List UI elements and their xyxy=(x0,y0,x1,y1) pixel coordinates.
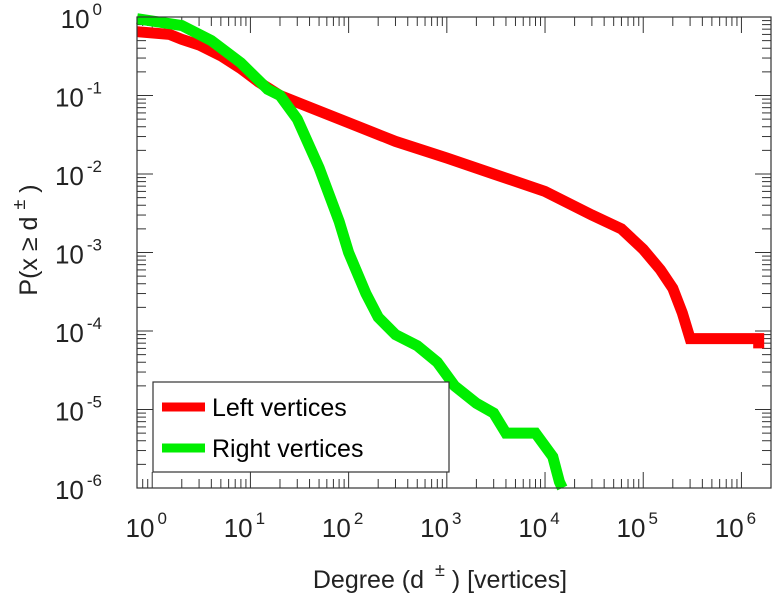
x-tick-label: 10 2 xyxy=(322,509,363,543)
x-tick-label: 10 3 xyxy=(420,509,461,543)
y-tick-label-exp: -4 xyxy=(87,314,102,333)
series-line-left-vertices xyxy=(136,26,765,349)
y-tick-label: 10 -4 xyxy=(55,314,102,348)
y-tick-label-exp: -3 xyxy=(87,236,102,255)
x-tick-label-base: 10 xyxy=(420,513,449,543)
x-tick-label-base: 10 xyxy=(322,513,351,543)
x-tick-label-exp: 5 xyxy=(648,509,657,528)
y-tick-label-base: 10 xyxy=(55,240,84,270)
x-tick-label-exp: 1 xyxy=(256,509,265,528)
y-axis-label-suffix: ) xyxy=(15,184,43,192)
y-tick-label-exp: -2 xyxy=(87,157,102,176)
y-tick-label-base: 10 xyxy=(55,161,84,191)
x-tick-label-base: 10 xyxy=(518,513,547,543)
y-axis-label-sup: ± xyxy=(9,200,29,210)
plot-frame xyxy=(136,16,772,489)
legend-label-left-vertices: Left vertices xyxy=(212,394,347,422)
x-axis-label-sup: ± xyxy=(435,560,445,580)
x-tick-label: 10 0 xyxy=(126,509,167,543)
x-tick-label-base: 10 xyxy=(224,513,253,543)
y-tick-label: 10 0 xyxy=(61,0,102,34)
series-lines xyxy=(136,13,765,491)
x-tick-label-base: 10 xyxy=(715,513,744,543)
x-tick-label-exp: 3 xyxy=(452,509,461,528)
x-axis-label-prefix: Degree (d xyxy=(313,566,424,594)
x-tick-label: 10 5 xyxy=(617,509,658,543)
legend-label-right-vertices: Right vertices xyxy=(212,435,363,463)
x-tick-label: 10 1 xyxy=(224,509,265,543)
y-tick-label-base: 10 xyxy=(55,83,84,113)
x-tick-label-base: 10 xyxy=(617,513,646,543)
x-axis-label-suffix: ) [vertices] xyxy=(452,566,567,594)
y-tick-label-exp: -5 xyxy=(87,393,102,412)
y-tick-label: 10 -3 xyxy=(55,236,102,270)
x-tick-label-base: 10 xyxy=(126,513,155,543)
y-tick-label: 10 -1 xyxy=(55,79,102,113)
y-tick-label-base: 10 xyxy=(55,318,84,348)
y-tick-label: 10 -5 xyxy=(55,393,102,427)
x-tick-label: 10 6 xyxy=(715,509,756,543)
y-tick-label-exp: -6 xyxy=(87,471,102,490)
x-tick-label-exp: 4 xyxy=(550,509,559,528)
x-tick-label-exp: 6 xyxy=(747,509,756,528)
y-tick-label-base: 10 xyxy=(55,397,84,427)
y-tick-label-base: 10 xyxy=(61,4,90,34)
x-tick-label-exp: 0 xyxy=(157,509,166,528)
legend-box xyxy=(152,381,450,473)
y-tick-label-exp: -1 xyxy=(87,79,102,98)
y-axis-label-prefix: P(x ≥ d xyxy=(15,217,43,296)
x-axis-label: Degree (d ± ) [vertices] xyxy=(313,554,567,594)
legend: Left vertices Right vertices xyxy=(152,381,450,473)
y-tick-label: 10 -2 xyxy=(55,157,102,191)
x-tick-label: 10 4 xyxy=(518,509,559,543)
y-axis-label: P(x ≥ d ± ) xyxy=(3,184,43,295)
tick-labels: 10 0 10 1 10 2 10 3 10 4 10 5 10 610 010 -110 -210 -310 -4… xyxy=(55,0,756,543)
y-tick-label-base: 10 xyxy=(55,475,84,505)
series-line-right-vertices xyxy=(136,13,568,491)
y-tick-label: 10 -6 xyxy=(55,471,102,505)
x-tick-label-exp: 2 xyxy=(354,509,363,528)
y-tick-label-exp: 0 xyxy=(93,0,102,19)
